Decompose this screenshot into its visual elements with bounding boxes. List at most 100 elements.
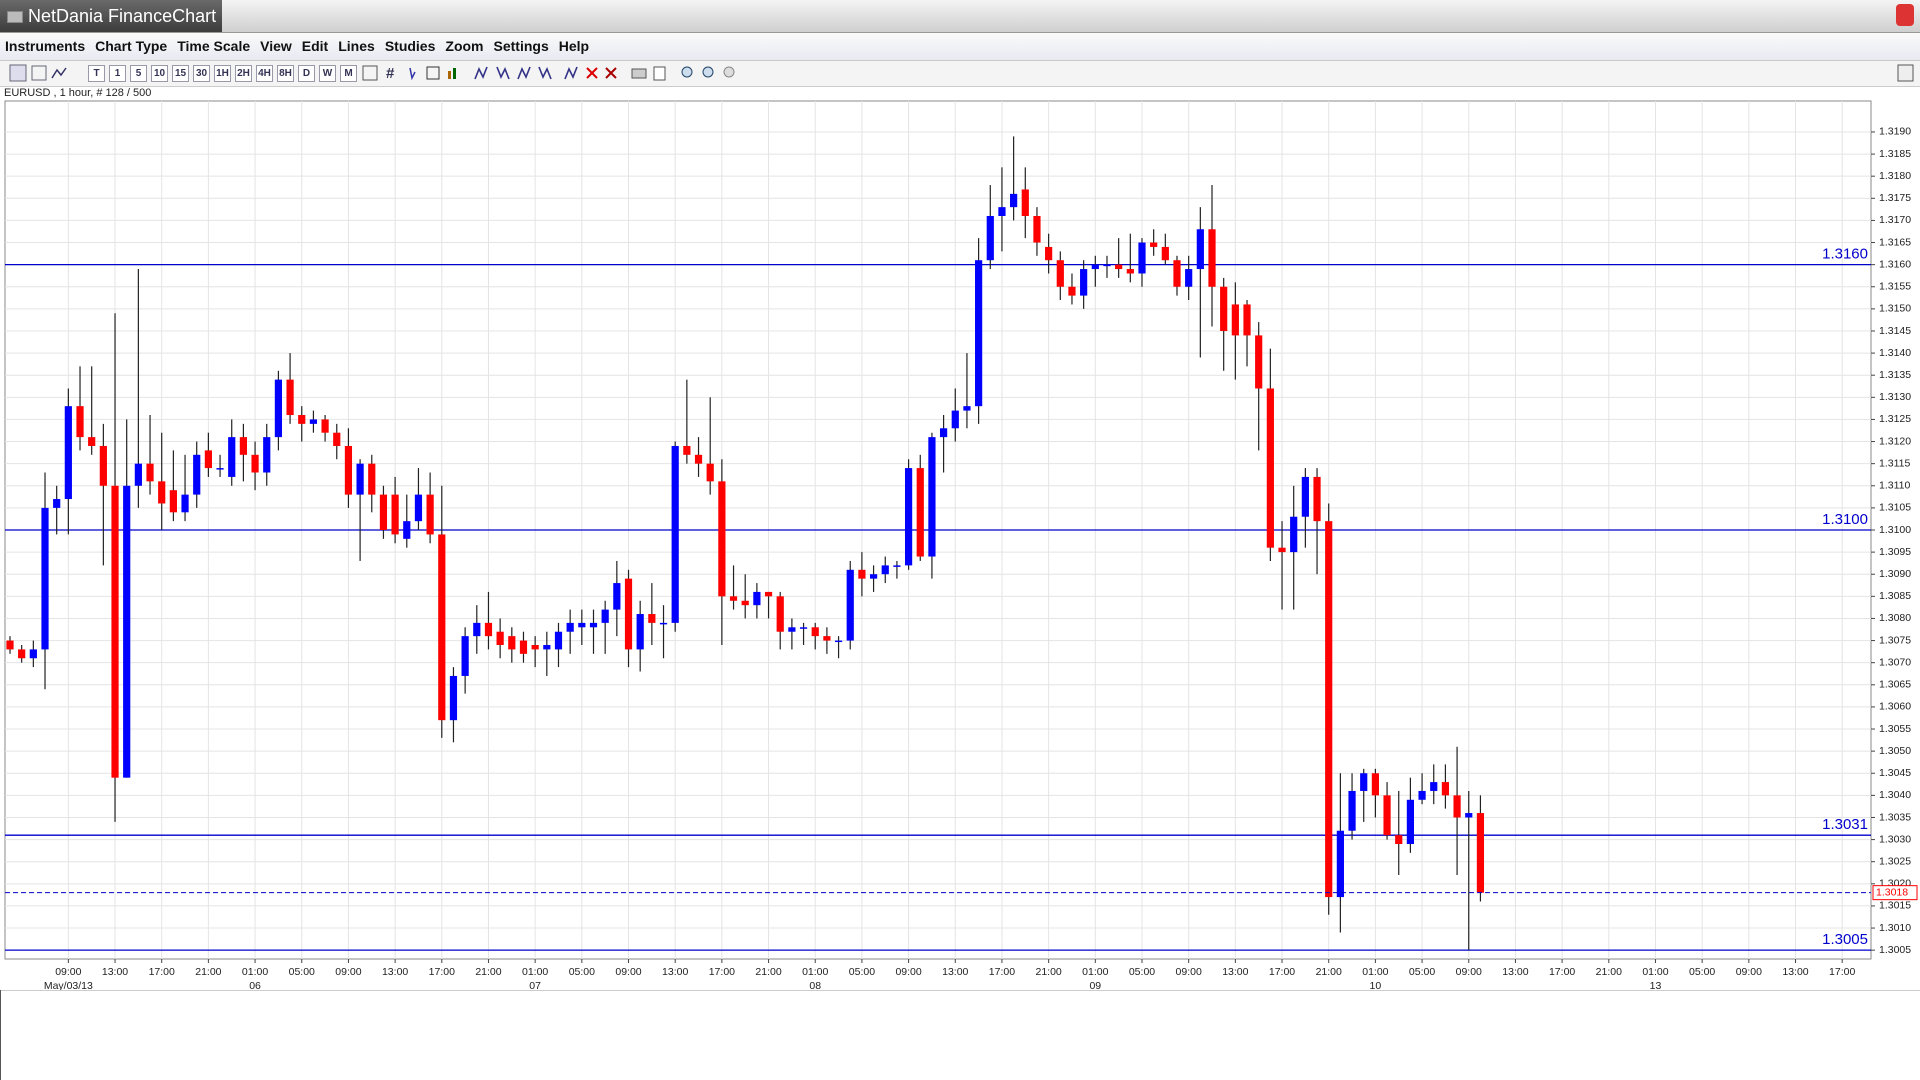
delete-icon[interactable] (586, 67, 598, 79)
candle-body (1255, 335, 1263, 389)
y-tick-label: 1.3150 (1879, 303, 1911, 315)
candle-body (309, 419, 318, 424)
candle-body (111, 485, 119, 778)
panel-icon[interactable] (1897, 64, 1914, 82)
candle-body (123, 485, 131, 778)
tool-icons[interactable] (474, 66, 578, 80)
candle-body (333, 432, 341, 446)
print-icon[interactable] (631, 68, 647, 79)
x-tick-label: 09:00 (1176, 966, 1202, 978)
menu-item[interactable]: Lines (338, 38, 375, 54)
x-tick-label: 13:00 (382, 966, 408, 978)
x-tick-label: 05:00 (569, 966, 595, 978)
menu-item[interactable]: Settings (493, 38, 549, 54)
candle-body (869, 574, 878, 579)
last-price-box (1872, 885, 1918, 901)
zoom-reset-icon[interactable] (723, 66, 735, 78)
candle-body (6, 640, 14, 650)
candle-body (1126, 269, 1134, 274)
x-date-label: May/03/13 (44, 980, 93, 990)
x-tick-label: 09:00 (1736, 966, 1762, 978)
candle-body (543, 644, 551, 650)
menu-item[interactable]: Instruments (5, 38, 86, 54)
tool-icon[interactable]: # (386, 65, 395, 82)
x-tick-label: 05:00 (289, 966, 315, 978)
candle-body (1080, 269, 1088, 296)
x-tick-label: 13:00 (102, 966, 128, 978)
timeframe-button[interactable]: 30 (193, 65, 210, 82)
x-tick-label: 05:00 (1689, 966, 1715, 978)
y-tick-label: 1.3060 (1879, 701, 1911, 713)
candle-body (181, 494, 189, 513)
menu-item[interactable]: Chart Type (95, 38, 168, 54)
x-tick-label: 01:00 (1362, 966, 1388, 978)
menu-item[interactable]: Zoom (445, 38, 484, 54)
timeframe-button[interactable]: 4H (256, 65, 273, 82)
y-tick-label: 1.3055 (1879, 723, 1911, 735)
delete-all-icon[interactable] (605, 67, 617, 79)
tool-icon[interactable] (453, 68, 456, 79)
menu-item[interactable]: View (260, 38, 292, 54)
timeframe-button[interactable]: M (340, 65, 357, 82)
x-tick-label: 09:00 (1456, 966, 1482, 978)
y-tick-label: 1.3035 (1879, 811, 1911, 823)
candle-body (928, 437, 936, 557)
tool-icon[interactable] (426, 66, 440, 80)
timeframe-button[interactable]: 1 (109, 65, 126, 82)
menu-item[interactable]: Studies (384, 38, 436, 54)
candle-body (1208, 229, 1216, 287)
candle-body (1010, 193, 1018, 208)
candle-body (718, 481, 726, 597)
y-tick-label: 1.3045 (1879, 767, 1911, 779)
candle-body (1465, 813, 1473, 818)
candle-body (204, 450, 212, 469)
x-tick-label: 05:00 (1129, 966, 1155, 978)
x-tick-label: 01:00 (1642, 966, 1668, 978)
timeframe-button[interactable]: 1H (214, 65, 231, 82)
y-tick-label: 1.3110 (1879, 480, 1910, 492)
preview-icon[interactable] (653, 66, 666, 81)
menu-item[interactable]: Help (558, 38, 590, 54)
x-date-label: 07 (529, 980, 541, 990)
timeframe-button[interactable]: 15 (172, 65, 189, 82)
timeframe-button[interactable]: T (88, 65, 105, 82)
menu-item[interactable]: Edit (301, 38, 329, 54)
candle-body (1196, 229, 1204, 270)
y-tick-label: 1.3125 (1879, 413, 1911, 425)
timeframe-button[interactable]: 2H (235, 65, 252, 82)
tool-icon[interactable] (9, 64, 27, 82)
candle-body (531, 644, 539, 650)
tool-icon[interactable] (51, 67, 67, 79)
x-tick-label: 17:00 (1829, 966, 1855, 978)
y-tick-label: 1.3030 (1879, 833, 1911, 845)
candle-body (1371, 773, 1379, 796)
timeframe-button[interactable]: 10 (151, 65, 168, 82)
instrument-info: EURUSD , 1 hour, # 128 / 500 (4, 87, 151, 99)
timeframe-button[interactable]: D (298, 65, 315, 82)
x-tick-label: 13:00 (942, 966, 968, 978)
tool-icon[interactable] (31, 65, 47, 81)
tool-icon[interactable] (448, 71, 451, 79)
zoom-in-icon[interactable] (681, 66, 693, 78)
x-tick-label: 05:00 (849, 966, 875, 978)
candle-body (986, 215, 994, 261)
tool-icon[interactable] (362, 65, 378, 81)
candle-body (1243, 304, 1251, 336)
alert-icon[interactable] (1896, 4, 1914, 26)
zoom-out-icon[interactable] (702, 66, 714, 78)
timeframe-button[interactable]: W (319, 65, 336, 82)
candle-body (554, 631, 563, 650)
candle-body (1360, 773, 1368, 791)
x-tick-label: 17:00 (1549, 966, 1575, 978)
timeframe-button[interactable]: 8H (277, 65, 294, 82)
x-date-label: 06 (249, 980, 261, 990)
y-tick-label: 1.3015 (1879, 900, 1911, 912)
y-tick-label: 1.3130 (1879, 391, 1911, 403)
candle-body (18, 649, 26, 659)
candle-body (321, 419, 329, 433)
tool-icon[interactable] (409, 67, 416, 81)
candle-body (1138, 242, 1146, 274)
timeframe-button[interactable]: 5 (130, 65, 147, 82)
x-tick-label: 05:00 (1409, 966, 1435, 978)
menu-item[interactable]: Time Scale (177, 38, 251, 54)
